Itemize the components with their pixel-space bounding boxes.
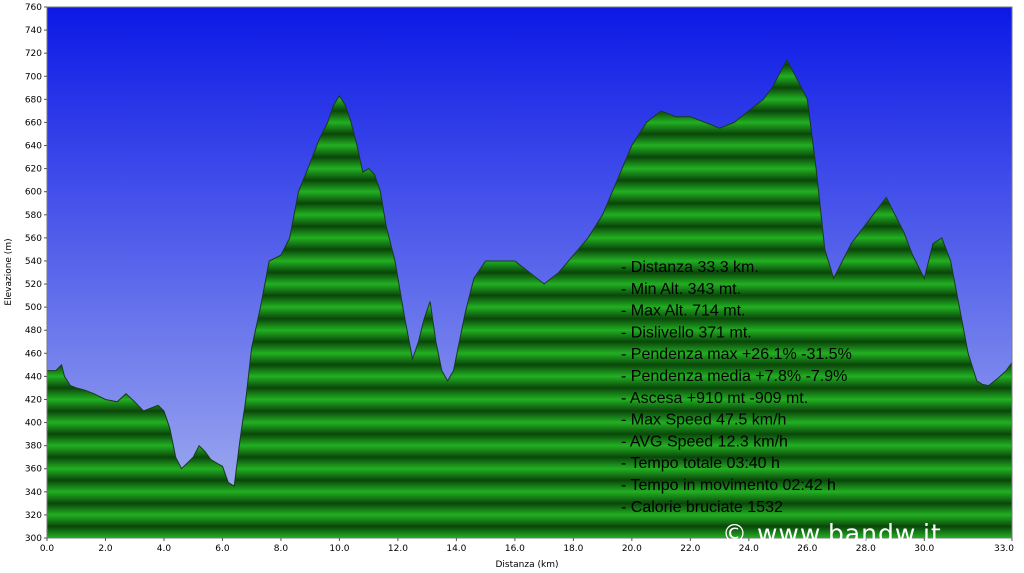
y-tick-label: 720 bbox=[25, 49, 42, 59]
x-tick-label: 30.0 bbox=[914, 544, 934, 554]
y-tick-label: 640 bbox=[25, 142, 42, 152]
y-tick-label: 760 bbox=[25, 3, 42, 13]
stat-line: - Min Alt. 343 mt. bbox=[621, 281, 741, 298]
y-tick-label: 600 bbox=[25, 188, 42, 198]
stats-annotation: - Distanza 33.3 km. - Min Alt. 343 mt. - M… bbox=[621, 259, 852, 516]
x-tick-label: 20.0 bbox=[622, 544, 642, 554]
x-tick-label: 16.0 bbox=[505, 544, 525, 554]
y-tick-label: 700 bbox=[25, 72, 42, 82]
x-tick-label: 10.0 bbox=[329, 544, 349, 554]
stat-line: - Pendenza media +7.8% -7.9% bbox=[621, 368, 847, 385]
stat-line: - Max Speed 47.5 km/h bbox=[621, 412, 786, 429]
y-tick-label: 560 bbox=[25, 234, 42, 244]
stat-line: - Dislivello 371 mt. bbox=[621, 324, 752, 341]
y-tick-label: 300 bbox=[25, 534, 42, 544]
y-tick-label: 520 bbox=[25, 280, 42, 290]
x-tick-label: 0.0 bbox=[40, 544, 55, 554]
x-axis-title: Distanza (km) bbox=[496, 560, 559, 570]
y-tick-label: 480 bbox=[25, 326, 42, 336]
stat-line: - Max Alt. 714 mt. bbox=[621, 303, 745, 320]
x-axis: 0.0 2.0 4.0 6.0 8.0 10.0 12.0 14.0 16.0 18.0 20.0 2… bbox=[40, 538, 1014, 554]
y-tick-label: 500 bbox=[25, 303, 42, 313]
y-tick-label: 680 bbox=[25, 95, 42, 105]
x-tick-label: 26.0 bbox=[797, 544, 817, 554]
elevation-area bbox=[47, 60, 1012, 538]
x-tick-label: 14.0 bbox=[446, 544, 466, 554]
y-tick-label: 660 bbox=[25, 118, 42, 128]
y-tick-label: 740 bbox=[25, 26, 42, 36]
stat-line: - Tempo totale 03:40 h bbox=[621, 455, 780, 472]
y-tick-label: 360 bbox=[25, 465, 42, 475]
y-tick-label: 540 bbox=[25, 257, 42, 267]
y-tick-label: 460 bbox=[25, 349, 42, 359]
x-tick-label: 2.0 bbox=[98, 544, 113, 554]
x-tick-label: 22.0 bbox=[680, 544, 700, 554]
x-tick-label: 6.0 bbox=[215, 544, 230, 554]
x-tick-label: 33.0 bbox=[994, 544, 1014, 554]
y-tick-label: 620 bbox=[25, 165, 42, 175]
y-axis: 300 320 340 360 380 400 420 440 460 480 500 520 540 5… bbox=[25, 3, 47, 544]
elevation-line bbox=[47, 59, 1012, 487]
y-tick-label: 580 bbox=[25, 211, 42, 221]
x-tick-label: 18.0 bbox=[563, 544, 583, 554]
stat-line: - Pendenza max +26.1% -31.5% bbox=[621, 346, 852, 363]
y-tick-label: 400 bbox=[25, 419, 42, 429]
y-tick-label: 340 bbox=[25, 488, 42, 498]
y-tick-label: 420 bbox=[25, 395, 42, 405]
x-tick-label: 24.0 bbox=[739, 544, 759, 554]
watermark: © www.bandw.it bbox=[722, 519, 942, 548]
y-tick-label: 320 bbox=[25, 511, 42, 521]
plot-frame bbox=[46, 6, 1013, 539]
stat-line: - Calorie bruciate 1532 bbox=[621, 499, 783, 516]
x-tick-label: 4.0 bbox=[157, 544, 172, 554]
x-tick-label: 12.0 bbox=[388, 544, 408, 554]
stat-line: - Distanza 33.3 km. bbox=[621, 259, 759, 276]
y-tick-label: 380 bbox=[25, 442, 42, 452]
x-tick-label: 28.0 bbox=[856, 544, 876, 554]
y-tick-label: 440 bbox=[25, 372, 42, 382]
stat-line: - Ascesa +910 mt -909 mt. bbox=[621, 390, 808, 407]
stat-line: - AVG Speed 12.3 km/h bbox=[621, 433, 788, 450]
stat-line: - Tempo in movimento 02:42 h bbox=[621, 477, 836, 494]
x-tick-label: 8.0 bbox=[274, 544, 289, 554]
y-axis-title: Elevazione (m) bbox=[4, 238, 14, 305]
